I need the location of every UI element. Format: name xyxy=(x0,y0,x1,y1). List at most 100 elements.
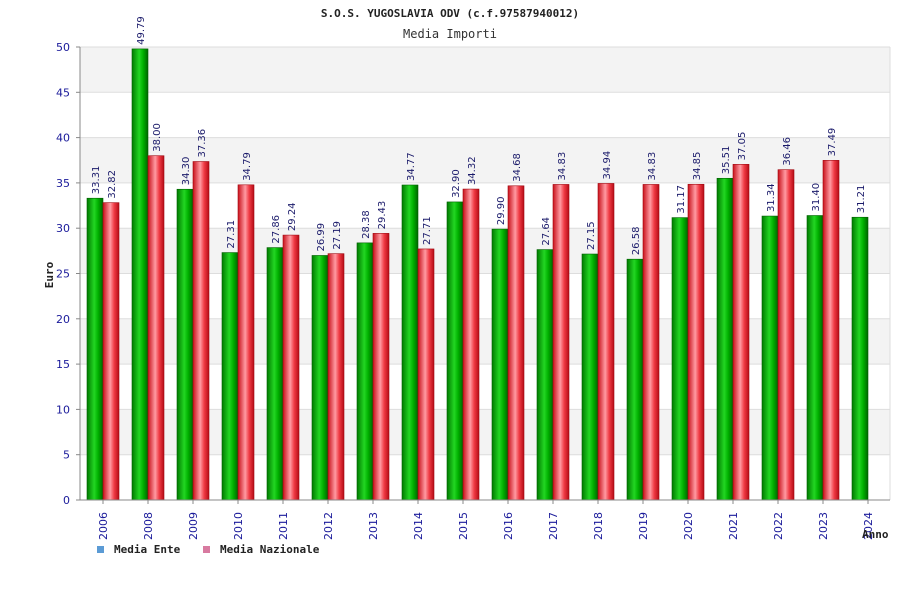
bar-media-ente xyxy=(626,258,644,501)
y-tick-label: 45 xyxy=(56,86,70,99)
bar-media-ente xyxy=(851,216,869,501)
bar-value-label: 38.00 xyxy=(152,123,163,152)
bar-media-ente xyxy=(401,184,419,501)
y-tick-label: 10 xyxy=(56,403,70,416)
bar-value-label: 34.79 xyxy=(242,152,253,181)
bar-value-label: 27.31 xyxy=(226,220,237,249)
plot-band xyxy=(80,318,890,365)
x-tick-label: 2017 xyxy=(547,512,560,540)
bar-media-ente xyxy=(536,249,554,501)
plot-band xyxy=(80,92,890,138)
legend-swatch-media-nazionale xyxy=(203,546,210,553)
bar-value-label: 36.46 xyxy=(782,137,793,166)
x-tick-label: 2015 xyxy=(457,512,470,540)
bar-value-label: 31.34 xyxy=(766,183,777,212)
bar-media-ente xyxy=(266,247,284,501)
bar-value-label: 37.36 xyxy=(197,129,208,158)
x-tick-label: 2014 xyxy=(412,512,425,540)
x-tick-label: 2021 xyxy=(727,512,740,540)
x-tick-label: 2013 xyxy=(367,512,380,540)
plot-band xyxy=(80,454,890,500)
bar-value-label: 49.79 xyxy=(136,16,147,45)
chart-title: S.O.S. YUGOSLAVIA ODV (c.f.97587940012) xyxy=(321,7,579,20)
x-tick-label: 2009 xyxy=(187,512,200,540)
legend-label-media-ente: Media Ente xyxy=(114,543,181,556)
plot-band xyxy=(80,273,890,319)
bar-media-ente xyxy=(356,242,374,501)
plot-band xyxy=(80,182,890,229)
x-tick-label: 2010 xyxy=(232,512,245,540)
bar-value-label: 37.05 xyxy=(737,132,748,161)
plot-band xyxy=(80,409,890,455)
bar-media-nazionale xyxy=(507,185,525,501)
y-axis: 0 5 10 15 20 25 30 35 40 45 50 xyxy=(56,41,81,507)
bar-media-ente xyxy=(671,217,689,501)
legend: Media Ente Media Nazionale xyxy=(97,543,320,556)
bar-media-nazionale xyxy=(597,183,615,501)
bar-value-label: 34.83 xyxy=(557,152,568,181)
x-tick-label: 2020 xyxy=(682,512,695,540)
bar-value-label: 32.82 xyxy=(107,170,118,199)
bar-media-nazionale xyxy=(687,183,705,501)
bar-media-ente xyxy=(806,215,824,501)
bar-value-label: 27.15 xyxy=(586,221,597,250)
bar-value-label: 34.68 xyxy=(512,153,523,182)
bar-media-nazionale xyxy=(552,184,570,501)
bar-media-ente xyxy=(761,215,779,501)
bar-value-label: 31.17 xyxy=(676,185,687,214)
bar-value-label: 34.77 xyxy=(406,152,417,181)
bar-value-label: 26.99 xyxy=(316,223,327,252)
x-tick-label: 2006 xyxy=(97,512,110,540)
y-tick-label: 0 xyxy=(63,494,70,507)
x-tick-label: 2022 xyxy=(772,512,785,540)
bar-media-ente xyxy=(311,255,329,501)
bar-value-label: 29.90 xyxy=(496,196,507,225)
plot-band xyxy=(80,364,890,410)
bar-media-ente xyxy=(221,252,239,501)
bar-value-label: 28.38 xyxy=(361,210,372,239)
bar-value-label: 37.49 xyxy=(827,128,838,157)
bar-media-nazionale xyxy=(102,202,120,501)
y-tick-label: 30 xyxy=(56,222,70,235)
bar-value-label: 34.85 xyxy=(692,152,703,181)
x-tick-label: 2018 xyxy=(592,512,605,540)
bar-media-nazionale xyxy=(732,164,750,501)
bar-value-label: 27.86 xyxy=(271,215,282,244)
bar-value-label: 35.51 xyxy=(721,146,732,175)
x-tick-label: 2011 xyxy=(277,512,290,540)
bar-series: 33.31 32.82 49.79 38.00 34.30 37.36 27.31 34.79… xyxy=(86,16,869,501)
y-tick-label: 15 xyxy=(56,358,70,371)
bar-value-label: 27.71 xyxy=(422,216,433,245)
y-tick-label: 40 xyxy=(56,132,70,145)
bar-media-nazionale xyxy=(192,161,210,501)
legend-swatch-media-ente xyxy=(97,546,104,553)
x-tick-label: 2016 xyxy=(502,512,515,540)
bar-value-label: 34.83 xyxy=(647,152,658,181)
bar-media-nazionale xyxy=(822,160,840,501)
bar-value-label: 29.24 xyxy=(287,202,298,231)
bar-value-label: 34.94 xyxy=(602,151,613,180)
y-tick-label: 5 xyxy=(63,449,70,462)
bar-media-nazionale xyxy=(282,234,300,501)
bar-value-label: 27.19 xyxy=(332,221,343,250)
bar-media-ente xyxy=(131,48,149,501)
legend-label-media-nazionale: Media Nazionale xyxy=(220,543,320,556)
bar-media-nazionale xyxy=(237,184,255,501)
bar-value-label: 32.90 xyxy=(451,169,462,198)
bar-value-label: 31.21 xyxy=(856,185,867,214)
x-tick-label: 2019 xyxy=(637,512,650,540)
plot-band xyxy=(80,137,890,183)
bar-media-nazionale xyxy=(327,253,345,501)
bar-media-nazionale xyxy=(372,233,390,501)
bar-value-label: 27.64 xyxy=(541,217,552,246)
bar-media-nazionale xyxy=(147,155,165,501)
x-axis: 2006 2008 2009 2010 2011 2012 2013 2014 2015 2016… xyxy=(80,499,890,540)
bar-media-ente xyxy=(176,188,194,501)
x-tick-label: 2012 xyxy=(322,512,335,540)
bar-media-ente xyxy=(86,197,104,501)
bar-value-label: 34.32 xyxy=(467,156,478,185)
bar-media-ente xyxy=(446,201,464,501)
y-tick-label: 35 xyxy=(56,177,70,190)
bar-value-label: 31.40 xyxy=(811,183,822,212)
